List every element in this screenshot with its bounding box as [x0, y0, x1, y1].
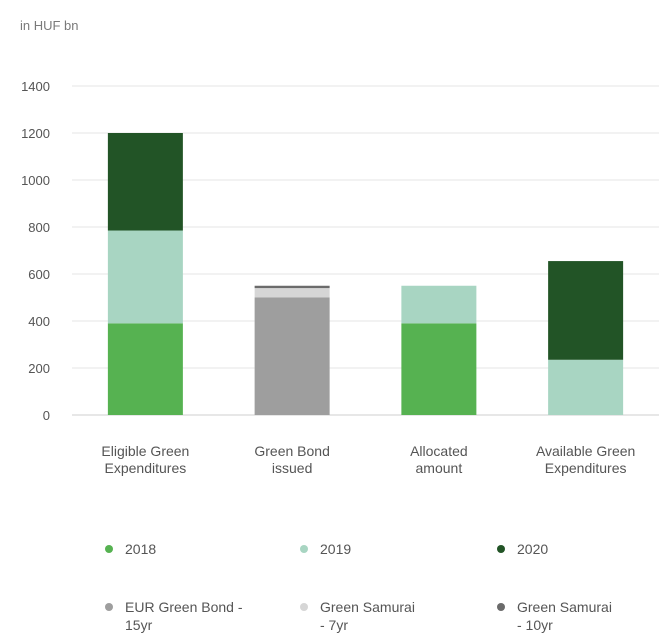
legend-dot-icon: [105, 603, 113, 611]
bar-segment-2-0: [401, 323, 477, 415]
y-tick-label: 600: [28, 267, 50, 282]
legend-label: Green Samurai - 10yr: [517, 599, 612, 633]
y-tick-label: 1000: [21, 173, 50, 188]
bar-segment-3-2: [548, 261, 624, 360]
legend-item: 2018: [105, 540, 156, 558]
y-tick-label: 1400: [21, 79, 50, 94]
y-tick-label: 400: [28, 314, 50, 329]
legend-dot-icon: [105, 545, 113, 553]
legend-label: 2020: [517, 541, 549, 557]
x-category-label: Green Bond issued: [254, 443, 330, 476]
legend-label: 2018: [125, 541, 157, 557]
legend-item: 2020: [497, 540, 548, 558]
bar-segment-0-1: [107, 230, 183, 324]
y-tick-label: 200: [28, 361, 50, 376]
legend-item: 2019: [300, 540, 351, 558]
y-tick-label: 1200: [21, 126, 50, 141]
bar-segment-2-1: [401, 285, 477, 324]
stacked-bar-chart: 0 200 400 600 800 1000 1200 1400 Eligible Green E…: [21, 79, 659, 476]
legend-dot-icon: [497, 545, 505, 553]
bar-segment-1-3: [254, 297, 330, 415]
x-category-label: Eligible Green Expenditures: [101, 443, 189, 476]
unit-label: in HUF bn: [20, 18, 79, 33]
legend-dot-icon: [497, 603, 505, 611]
x-category-label: Allocated amount: [410, 443, 468, 476]
bar-segment-1-4: [254, 288, 330, 298]
bar-segment-1-5: [254, 285, 330, 289]
legend-dot-icon: [300, 603, 308, 611]
y-tick-label: 0: [43, 408, 50, 423]
y-tick-label: 800: [28, 220, 50, 235]
bar-segment-3-1: [548, 359, 624, 415]
bar-segment-0-0: [107, 323, 183, 415]
x-category-label: Available Green Expenditures: [536, 443, 635, 476]
legend-label: Green Samurai - 7yr: [320, 599, 415, 633]
bar-segment-0-2: [107, 133, 183, 231]
legend-label: 2019: [320, 541, 352, 557]
legend-dot-icon: [300, 545, 308, 553]
legend-item: EUR Green Bond - 15yr: [105, 598, 243, 634]
legend-item: Green Samurai - 10yr: [497, 598, 612, 634]
legend-item: Green Samurai - 7yr: [300, 598, 415, 634]
legend-label: EUR Green Bond - 15yr: [125, 599, 243, 633]
